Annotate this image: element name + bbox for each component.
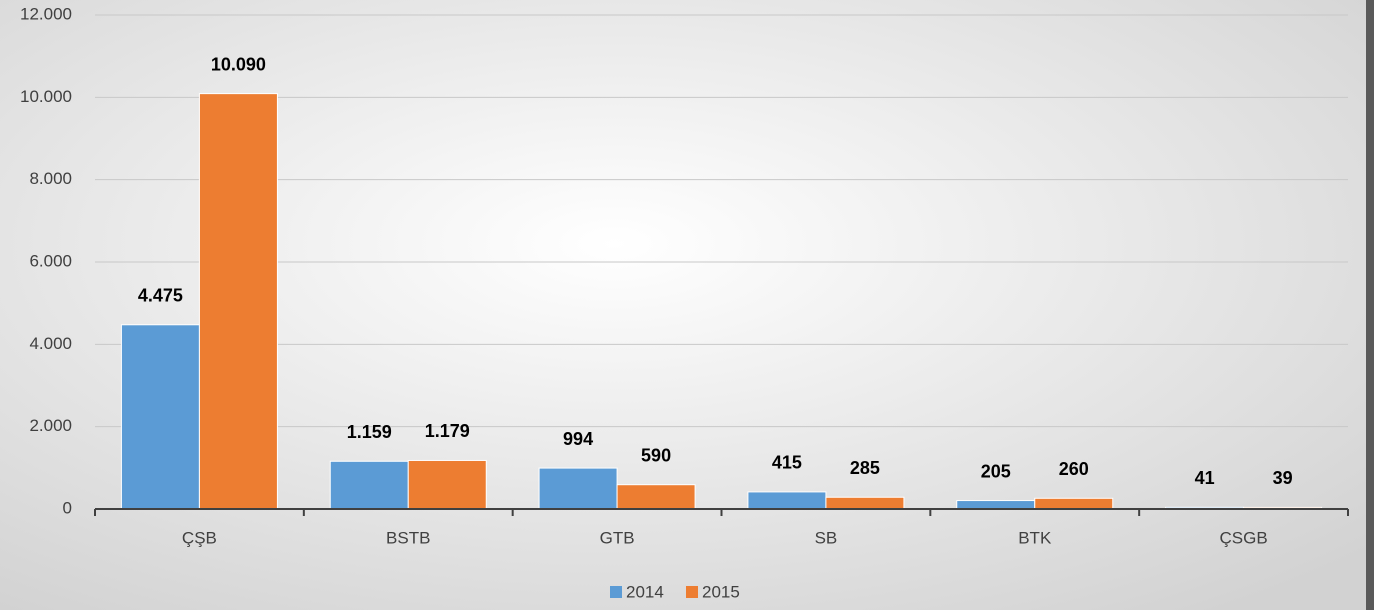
value-label: 285 xyxy=(850,458,880,478)
value-label: 10.090 xyxy=(211,54,266,74)
value-label: 1.159 xyxy=(347,422,392,442)
legend-swatch xyxy=(686,586,698,598)
y-tick-label: 4.000 xyxy=(29,334,72,353)
value-label: 4.475 xyxy=(138,286,183,306)
legend-label: 2015 xyxy=(702,582,740,601)
bar xyxy=(1034,497,1114,510)
legend-label: 2014 xyxy=(626,582,664,601)
x-tick-label: SB xyxy=(815,528,838,547)
bar xyxy=(120,324,200,510)
bar xyxy=(747,491,827,510)
value-label: 260 xyxy=(1059,459,1089,479)
bar xyxy=(407,459,487,510)
y-tick-label: 10.000 xyxy=(20,87,72,106)
x-tick-label: ÇŞB xyxy=(182,528,217,547)
bar xyxy=(538,467,618,510)
y-tick-label: 12.000 xyxy=(20,4,72,23)
y-tick-label: 8.000 xyxy=(29,169,72,188)
bar xyxy=(329,460,409,510)
value-label: 590 xyxy=(641,445,671,465)
y-tick-label: 6.000 xyxy=(29,251,72,270)
y-tick-label: 0 xyxy=(63,498,72,517)
legend-swatch xyxy=(610,586,622,598)
value-label: 994 xyxy=(563,429,593,449)
value-label: 41 xyxy=(1195,468,1215,488)
bar xyxy=(825,496,905,510)
bar xyxy=(616,484,696,510)
x-tick-label: BSTB xyxy=(386,528,430,547)
x-tick-label: GTB xyxy=(600,528,635,547)
value-label: 39 xyxy=(1273,468,1293,488)
x-tick-label: ÇSGB xyxy=(1219,528,1267,547)
edge xyxy=(1366,0,1374,610)
bar xyxy=(198,93,278,510)
bar xyxy=(956,500,1036,510)
y-tick-label: 2.000 xyxy=(29,416,72,435)
value-label: 205 xyxy=(981,461,1011,481)
x-tick-label: BTK xyxy=(1018,528,1052,547)
value-label: 415 xyxy=(772,453,802,473)
value-label: 1.179 xyxy=(425,421,470,441)
